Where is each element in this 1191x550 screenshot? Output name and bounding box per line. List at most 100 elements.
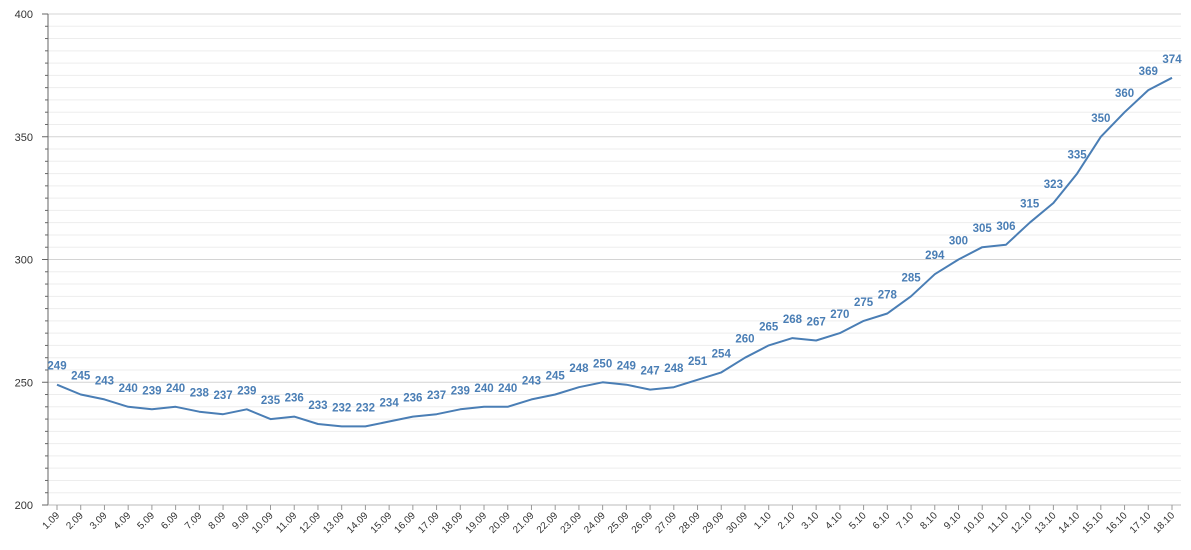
x-tick-label: 16.09 — [392, 510, 418, 536]
data-label: 350 — [1091, 113, 1110, 125]
x-tick-label: 2.09 — [64, 510, 86, 532]
x-tick-label: 16.10 — [1104, 510, 1130, 536]
x-tick-label: 17.09 — [416, 510, 442, 536]
data-label: 232 — [332, 402, 351, 414]
data-label: 251 — [688, 356, 708, 368]
x-tick-label: 1.09 — [41, 510, 63, 532]
data-label: 265 — [759, 321, 779, 333]
data-label: 248 — [664, 363, 684, 375]
x-tick-label: 9.09 — [230, 510, 252, 532]
x-tick-label: 7.09 — [183, 510, 205, 532]
x-tick-label: 7.10 — [895, 510, 917, 532]
data-label: 306 — [996, 221, 1015, 233]
data-label: 240 — [119, 383, 138, 395]
x-tick-label: 12.09 — [298, 510, 324, 536]
x-tick-label: 4.10 — [823, 510, 845, 532]
x-tick-label: 22.09 — [535, 510, 561, 536]
data-label: 245 — [71, 371, 91, 383]
x-tick-label: 3.10 — [800, 510, 822, 532]
x-axis-ticks: 1.09 2.09 3.09 4.09 5.09 6.09 7.09 8.09 9.0910.0… — [41, 505, 1178, 536]
data-label: 239 — [237, 385, 256, 397]
x-tick-label: 13.10 — [1033, 510, 1059, 536]
x-tick-label: 6.10 — [871, 510, 893, 532]
x-tick-label: 18.10 — [1152, 510, 1178, 536]
x-tick-label: 10.10 — [962, 510, 988, 536]
data-label: 236 — [403, 393, 422, 405]
x-tick-label: 5.09 — [135, 510, 157, 532]
x-tick-label: 29.09 — [701, 510, 727, 536]
x-tick-label: 4.09 — [112, 510, 134, 532]
data-label: 237 — [427, 390, 446, 402]
x-tick-label: 24.09 — [582, 510, 608, 536]
x-tick-label: 15.09 — [369, 510, 395, 536]
data-label: 294 — [925, 250, 945, 262]
x-tick-label: 11.09 — [274, 510, 299, 535]
x-tick-label: 10.09 — [250, 510, 276, 536]
data-label: 240 — [498, 383, 517, 395]
data-label: 374 — [1162, 54, 1182, 66]
data-label: 323 — [1044, 179, 1063, 191]
x-tick-label: 3.09 — [88, 510, 110, 532]
x-tick-label: 21.09 — [511, 510, 537, 536]
x-tick-label: 18.09 — [440, 510, 466, 536]
x-tick-label: 11.10 — [986, 510, 1011, 535]
x-tick-label: 8.10 — [918, 510, 940, 532]
data-label: 237 — [213, 390, 232, 402]
data-label: 240 — [474, 383, 493, 395]
x-tick-label: 5.10 — [847, 510, 869, 532]
x-tick-label: 2.10 — [776, 510, 798, 532]
data-label: 285 — [901, 272, 921, 284]
x-tick-label: 15.10 — [1080, 510, 1106, 536]
data-label: 243 — [522, 375, 541, 387]
x-tick-label: 17.10 — [1128, 510, 1154, 536]
data-label: 250 — [593, 358, 612, 370]
data-label: 239 — [451, 385, 470, 397]
y-axis-ticks: 200 250 300 350 400 — [15, 9, 48, 512]
data-label: 275 — [854, 297, 874, 309]
data-label: 236 — [285, 393, 304, 405]
data-label: 254 — [712, 348, 732, 360]
data-label: 249 — [47, 361, 66, 373]
data-label: 247 — [640, 366, 659, 378]
x-tick-label: 1.10 — [752, 510, 774, 532]
data-label: 239 — [142, 385, 161, 397]
x-tick-label: 19.09 — [464, 510, 490, 536]
y-tick-label: 400 — [15, 9, 33, 21]
data-label: 233 — [308, 400, 327, 412]
data-label: 240 — [166, 383, 185, 395]
x-tick-label: 26.09 — [630, 510, 656, 536]
y-tick-label: 250 — [15, 377, 33, 389]
data-label: 245 — [546, 371, 566, 383]
data-label: 243 — [95, 375, 114, 387]
series-line — [56, 76, 1173, 428]
data-label: 232 — [356, 402, 375, 414]
y-tick-label: 200 — [15, 500, 33, 512]
data-label: 300 — [949, 236, 968, 248]
x-tick-label: 28.09 — [677, 510, 703, 536]
data-label: 260 — [735, 334, 754, 346]
data-label: 335 — [1068, 150, 1088, 162]
x-tick-label: 13.09 — [321, 510, 347, 536]
data-label: 270 — [830, 309, 849, 321]
data-label: 369 — [1139, 66, 1158, 78]
data-label: 238 — [190, 388, 210, 400]
x-tick-label: 14.09 — [345, 510, 371, 536]
x-tick-label: 8.09 — [207, 510, 229, 532]
y-tick-label: 300 — [15, 255, 33, 267]
data-label: 315 — [1020, 199, 1040, 211]
x-tick-label: 6.09 — [159, 510, 181, 532]
data-label: 249 — [617, 361, 636, 373]
x-tick-label: 27.09 — [653, 510, 679, 536]
data-label: 268 — [783, 314, 803, 326]
x-tick-label: 25.09 — [606, 510, 632, 536]
x-tick-label: 30.09 — [725, 510, 751, 536]
data-label: 267 — [807, 317, 826, 329]
data-label: 305 — [973, 223, 993, 235]
y-tick-label: 350 — [15, 132, 33, 144]
data-label: 234 — [380, 398, 400, 410]
x-tick-label: 12.10 — [1009, 510, 1035, 536]
data-label: 278 — [878, 290, 898, 302]
data-label: 248 — [569, 363, 589, 375]
